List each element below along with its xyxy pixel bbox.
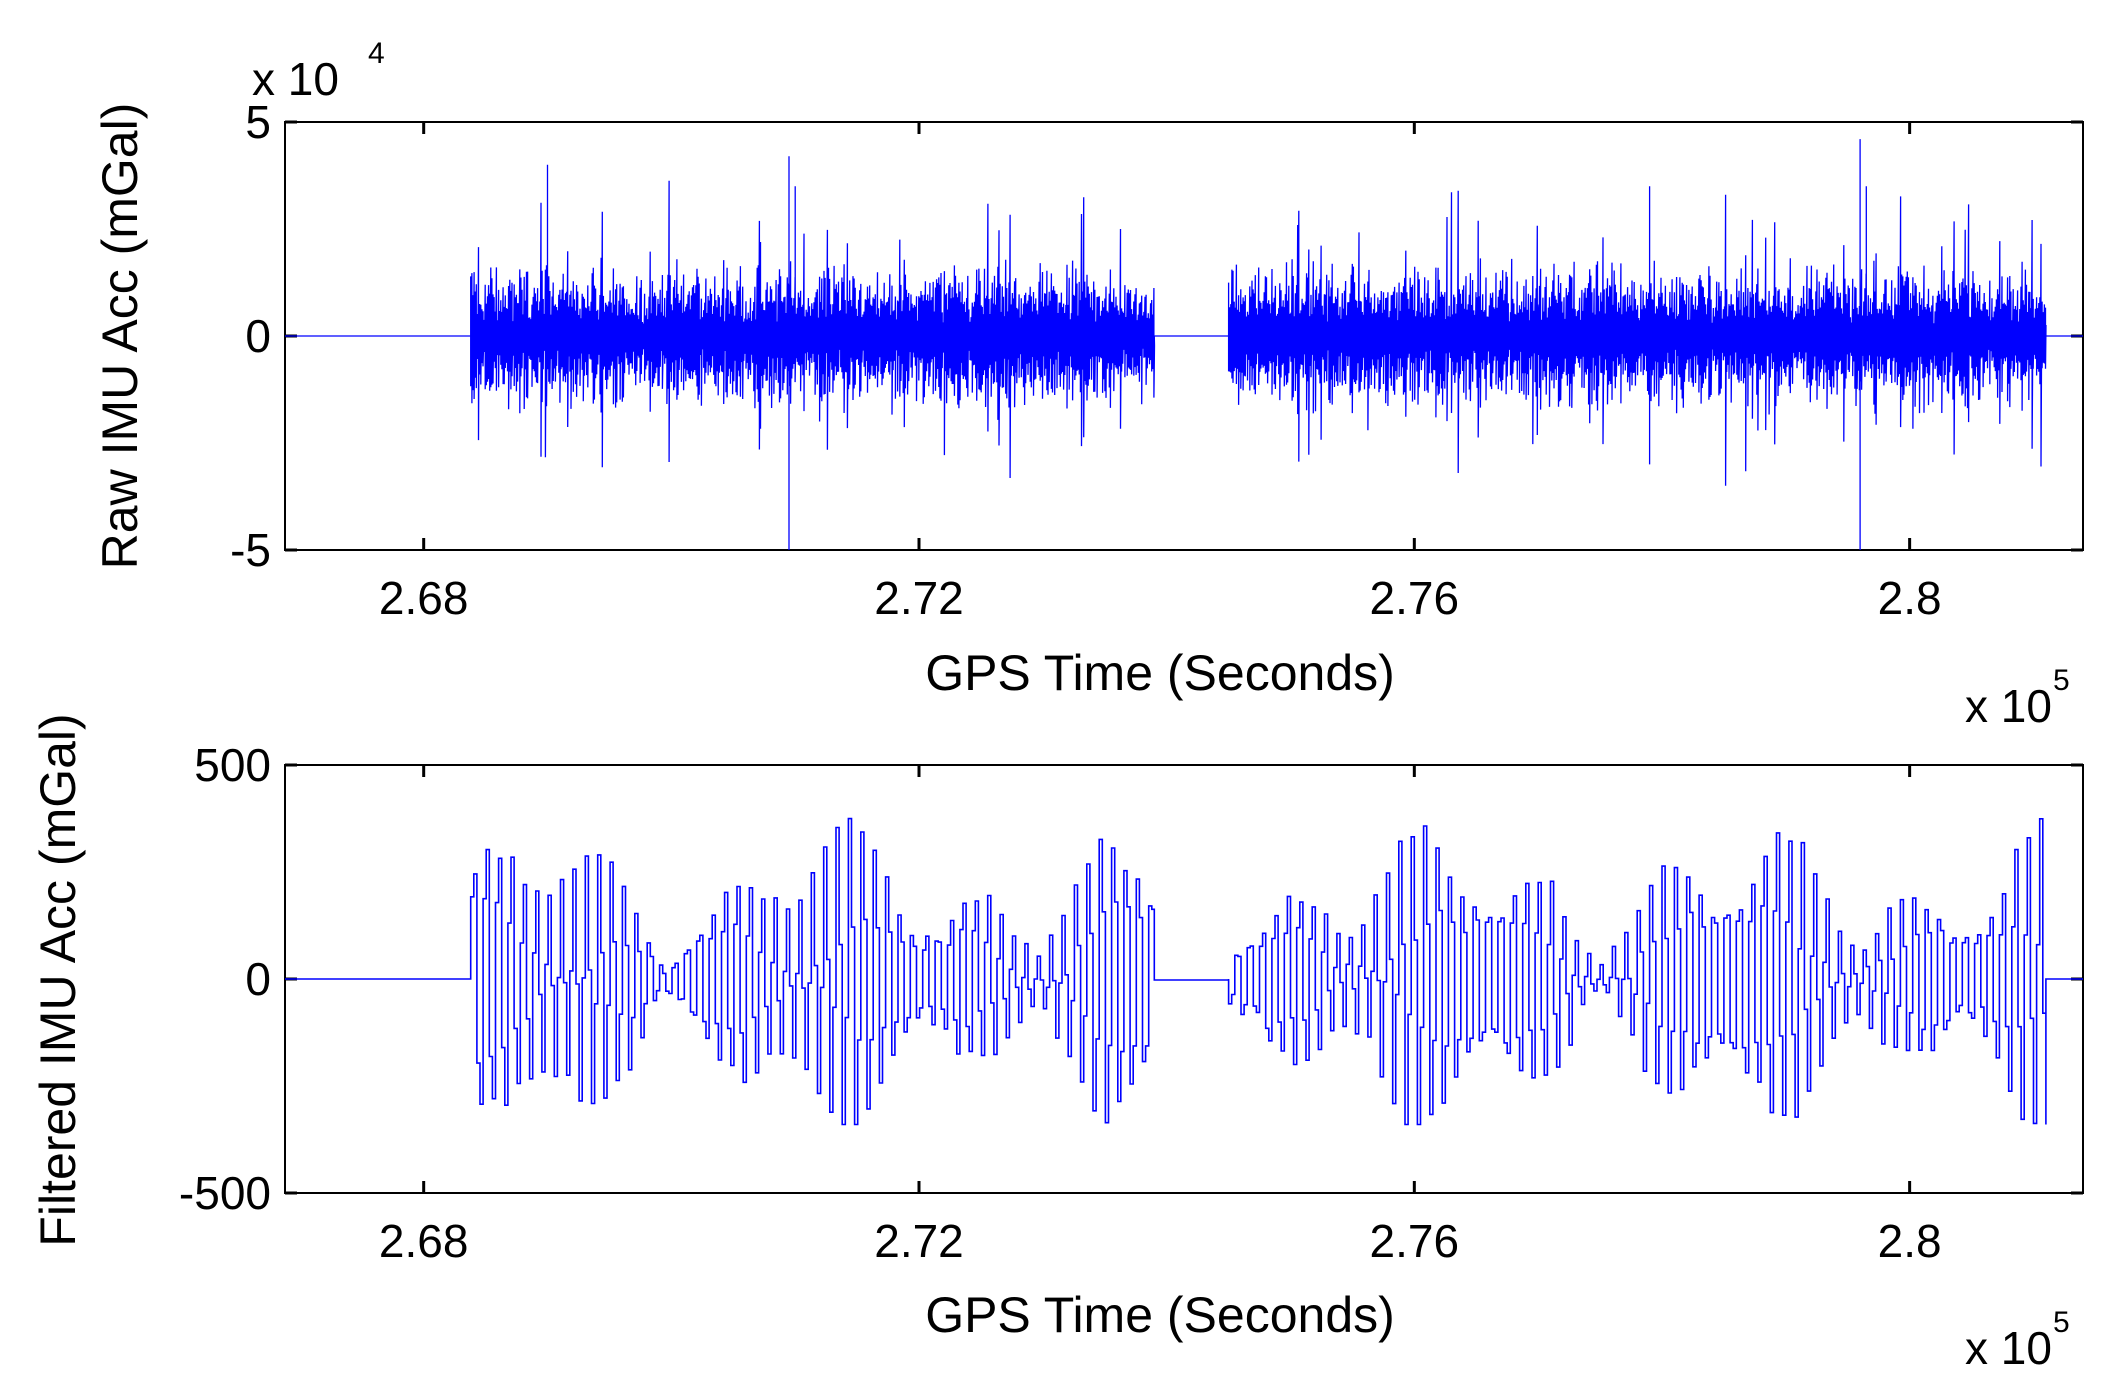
tick-labels: 2.68 2.72 2.76 2.8 -500 0 500: [179, 739, 1942, 1267]
y-tick-label: 0: [245, 310, 271, 362]
tick-marks: [285, 763, 2083, 1195]
x-tick-label: 2.72: [874, 1215, 964, 1267]
y-multiplier-exp: 4: [368, 37, 385, 70]
x-multiplier-label: x 10: [1965, 1322, 2052, 1374]
tick-marks: [285, 120, 2083, 552]
x-axis-title: GPS Time (Seconds): [925, 645, 1395, 701]
y-tick-label: 0: [245, 953, 271, 1005]
y-tick-label: 500: [194, 739, 271, 791]
x-tick-label: 2.72: [874, 572, 964, 624]
y-tick-label: -500: [179, 1167, 271, 1219]
y-tick-label: 5: [245, 96, 271, 148]
x-multiplier-exp: 5: [2053, 1306, 2070, 1339]
filtered-imu-chart: 2.68 2.72 2.76 2.8 -500 0 500 GPS Time (Second…: [30, 713, 2084, 1374]
plot-frame: [284, 764, 2084, 1194]
tick-labels: 2.68 2.72 2.76 2.8 -5 0 5: [230, 96, 1942, 624]
y-axis-title: Raw IMU Acc (mGal): [92, 103, 148, 570]
y-axis-title: Filtered IMU Acc (mGal): [30, 713, 86, 1246]
y-tick-label: -5: [230, 524, 271, 576]
x-multiplier-label: x 10: [1965, 680, 2052, 732]
x-tick-label: 2.8: [1878, 572, 1942, 624]
raw-acc-series-line: [285, 139, 2083, 550]
x-axis-title: GPS Time (Seconds): [925, 1287, 1395, 1343]
x-multiplier-exp: 5: [2053, 664, 2070, 697]
x-tick-label: 2.8: [1878, 1215, 1942, 1267]
filtered-acc-series-line: [285, 817, 2083, 1126]
y-multiplier-label: x 10: [252, 53, 339, 105]
x-tick-label: 2.68: [379, 572, 469, 624]
raw-imu-chart: 2.68 2.72 2.76 2.8 -5 0 5 x 10 4 GPS Time (Sec…: [92, 37, 2084, 732]
x-tick-label: 2.76: [1370, 1215, 1460, 1267]
x-tick-label: 2.68: [379, 1215, 469, 1267]
x-tick-label: 2.76: [1370, 572, 1460, 624]
